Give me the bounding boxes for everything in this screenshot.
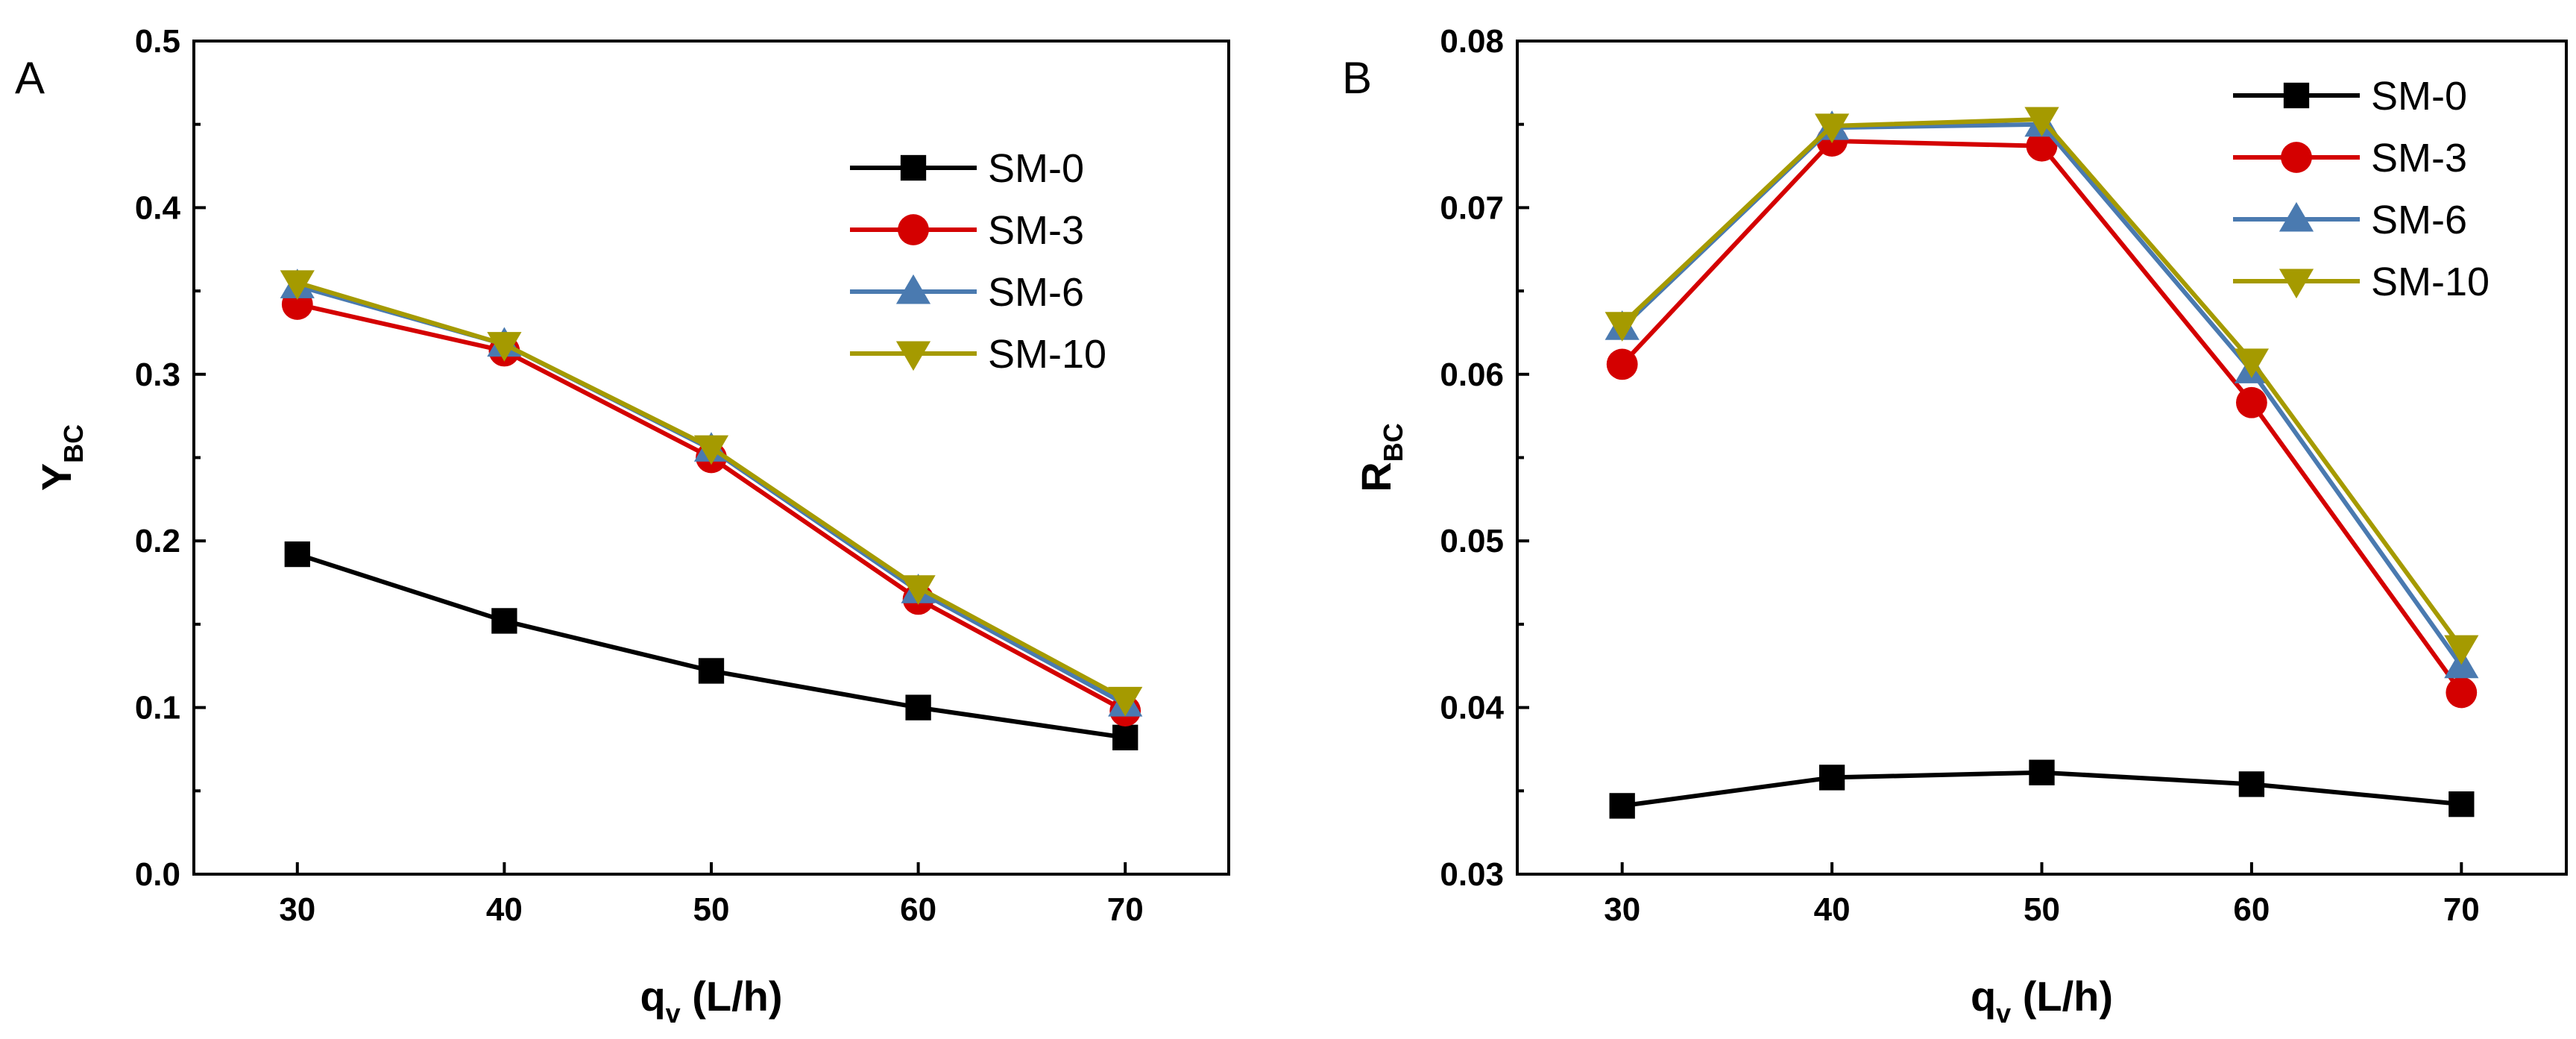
- panel-label: B: [1342, 53, 1372, 103]
- data-point: [2449, 791, 2475, 817]
- x-tick-label: 40: [486, 891, 523, 928]
- legend-marker: [2279, 269, 2314, 299]
- data-point: [2029, 759, 2055, 785]
- legend-item: SM-10: [2233, 260, 2490, 304]
- x-tick-label: 60: [2233, 891, 2270, 928]
- legend-label: SM-3: [988, 208, 1084, 253]
- y-tick-label: 0.5: [135, 23, 180, 60]
- data-point: [2444, 635, 2479, 665]
- series-sm-10: [280, 270, 1143, 717]
- data-point: [1605, 312, 1640, 342]
- data-point: [1108, 686, 1143, 717]
- series-sm-6: [1605, 107, 2479, 679]
- legend-item: SM-10: [850, 332, 1106, 377]
- x-tick-label: 50: [693, 891, 730, 928]
- chart-panel-b: B 0.03 0.04 0.05 0.06 0.07 0.08 30 40 50 60 70 qv (L…: [1342, 23, 2568, 1029]
- legend-item: SM-6: [2233, 198, 2467, 242]
- y-axis-label: YBC: [33, 424, 89, 491]
- data-point: [905, 694, 931, 721]
- legend-item: SM-0: [850, 146, 1084, 191]
- series-sm-0: [1609, 759, 2475, 819]
- legend-item: SM-3: [2233, 136, 2467, 181]
- x-tick-label: 70: [2443, 891, 2480, 928]
- data-point: [280, 270, 315, 301]
- y-tick-label: 0.04: [1440, 690, 1504, 726]
- x-tick-label: 30: [279, 891, 315, 928]
- y-tick-label: 0.1: [135, 690, 180, 726]
- legend-item: SM-0: [2233, 74, 2467, 119]
- legend-marker: [900, 154, 927, 181]
- series-line: [1620, 139, 2463, 694]
- data-point: [487, 332, 522, 362]
- data-point: [2024, 107, 2059, 137]
- x-tick-label: 70: [1107, 891, 1144, 928]
- data-point: [284, 541, 310, 568]
- data-point: [901, 575, 936, 605]
- legend-marker: [895, 341, 931, 371]
- y-tick-label: 0.2: [135, 523, 180, 559]
- data-point: [2238, 771, 2265, 797]
- data-point: [491, 608, 517, 634]
- chart-panel-a: A 0.0 0.1 0.2 0.3 0.4 0.5 30 40 50 60 70 qv (L/h) YBC…: [15, 23, 1230, 1029]
- data-point: [2234, 348, 2269, 379]
- x-axis-label: qv (L/h): [640, 973, 782, 1029]
- series-line: [1620, 116, 2463, 649]
- series-sm-10: [1605, 107, 2479, 665]
- data-point: [1606, 348, 1638, 380]
- data-point: [1818, 765, 1845, 791]
- legend-label: SM-10: [988, 332, 1106, 377]
- legend-label: SM-6: [988, 270, 1084, 315]
- data-point: [2446, 677, 2478, 709]
- y-tick-label: 0.08: [1440, 23, 1504, 60]
- series-sm-3: [1606, 125, 2478, 709]
- panel-label: A: [15, 53, 45, 103]
- y-tick-label: 0.07: [1440, 189, 1504, 226]
- y-tick-label: 0.3: [135, 357, 180, 393]
- series-sm-0: [284, 541, 1139, 750]
- legend-marker: [2283, 82, 2310, 109]
- legend-label: SM-0: [988, 146, 1084, 191]
- data-point: [2236, 386, 2267, 418]
- legend-label: SM-10: [2371, 260, 2490, 304]
- legend-marker: [898, 214, 929, 245]
- legend-label: SM-6: [2371, 198, 2467, 242]
- legend-marker: [895, 274, 931, 304]
- data-point: [693, 435, 729, 465]
- x-tick-label: 50: [2024, 891, 2060, 928]
- x-tick-label: 60: [900, 891, 936, 928]
- y-tick-label: 0.05: [1440, 523, 1504, 559]
- y-tick-label: 0.0: [135, 856, 180, 893]
- data-point: [1112, 724, 1139, 750]
- legend-marker: [2279, 201, 2314, 232]
- y-tick-label: 0.4: [135, 189, 181, 226]
- legend-label: SM-0: [2371, 74, 2467, 119]
- data-point: [1815, 113, 1850, 144]
- y-axis-label: RBC: [1352, 423, 1408, 492]
- y-tick-label: 0.06: [1440, 357, 1504, 393]
- legend-marker: [2281, 142, 2312, 173]
- legend-label: SM-3: [2371, 136, 2467, 181]
- x-axis-label: qv (L/h): [1971, 973, 2113, 1029]
- legend-item: SM-6: [850, 270, 1084, 315]
- data-point: [698, 658, 725, 684]
- x-tick-label: 30: [1604, 891, 1640, 928]
- x-tick-label: 40: [1814, 891, 1851, 928]
- data-point: [1609, 793, 1635, 819]
- legend-item: SM-3: [850, 208, 1084, 253]
- y-tick-label: 0.03: [1440, 856, 1504, 893]
- data-point: [2026, 130, 2058, 162]
